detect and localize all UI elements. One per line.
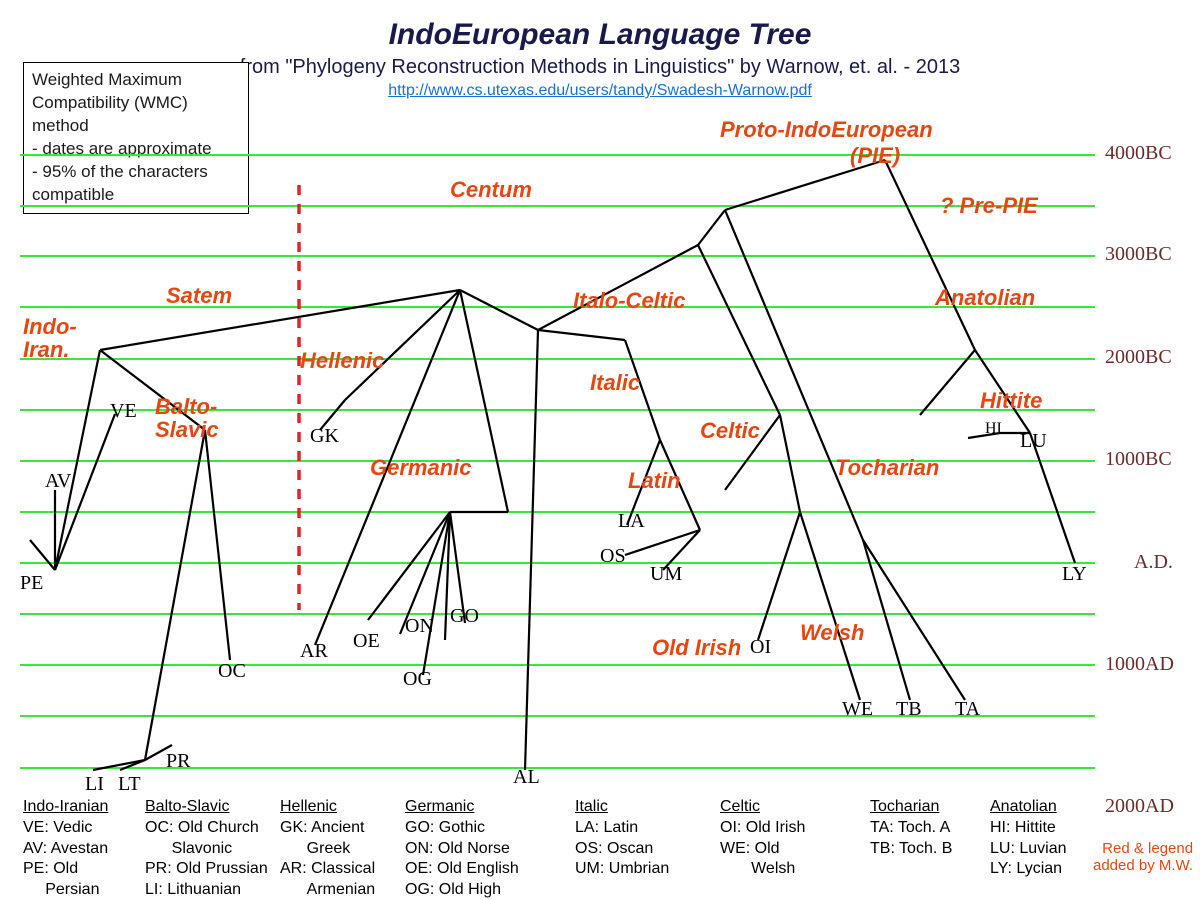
legend-row: AR: Classical <box>280 859 375 880</box>
legend-row: TA: Toch. A <box>870 818 952 839</box>
group-label: Tocharian <box>835 455 939 481</box>
leaf-label: LI <box>85 773 104 796</box>
legend-column: HellenicGK: Ancient GreekAR: Classical A… <box>280 797 375 900</box>
leaf-label: OS <box>600 545 626 568</box>
group-label: Indo- Iran. <box>23 315 77 361</box>
legend-header: Hellenic <box>280 797 375 818</box>
legend-row: LA: Latin <box>575 818 669 839</box>
legend-row: LY: Lycian <box>990 859 1067 880</box>
legend-header: Italic <box>575 797 669 818</box>
legend-row: Armenian <box>280 880 375 900</box>
legend-column: AnatolianHI: HittiteLU: LuvianLY: Lycian <box>990 797 1067 880</box>
legend-row: LU: Luvian <box>990 839 1067 860</box>
leaf-label: AV <box>45 470 71 493</box>
legend-row: GK: Ancient <box>280 818 375 839</box>
legend-row: OC: Old Church <box>145 818 268 839</box>
leaf-label: AR <box>300 640 328 663</box>
group-label: Welsh <box>800 620 864 646</box>
leaf-label: LA <box>618 510 645 533</box>
leaf-label: TA <box>955 698 980 721</box>
time-axis-label: 1000BC <box>1105 448 1172 471</box>
legend-row: OS: Oscan <box>575 839 669 860</box>
legend-row: ON: Old Norse <box>405 839 544 860</box>
group-label: Satem <box>166 283 232 309</box>
group-label: Germanic <box>370 455 472 481</box>
legend-row: GO: Gothic <box>405 818 544 839</box>
leaf-label: LU <box>1020 430 1047 453</box>
leaf-label: HI <box>985 420 1002 438</box>
leaf-label: TB <box>896 698 922 721</box>
leaf-label: OI <box>750 636 771 659</box>
leaf-label: UM <box>650 563 682 586</box>
leaf-label: AL <box>513 766 540 789</box>
time-axis-label: 1000AD <box>1105 653 1174 676</box>
legend-column: ItalicLA: LatinOS: OscanUM: Umbrian <box>575 797 669 880</box>
legend-row: WE: Old <box>720 839 805 860</box>
group-label: Hellenic <box>300 348 384 374</box>
legend-row: OG: Old High <box>405 880 544 900</box>
group-label: Centum <box>450 177 532 203</box>
legend-row: HI: Hittite <box>990 818 1067 839</box>
group-label: Italo-Celtic <box>573 288 685 314</box>
legend-header: Celtic <box>720 797 805 818</box>
legend-row: TB: Toch. B <box>870 839 952 860</box>
leaf-label: ON <box>405 615 434 638</box>
group-label: Proto-IndoEuropean <box>720 117 933 143</box>
leaf-label: LY <box>1062 563 1087 586</box>
legend-header: Balto-Slavic <box>145 797 268 818</box>
group-label: (PIE) <box>850 143 900 169</box>
group-label: Hittite <box>980 388 1042 414</box>
legend-row: Greek <box>280 839 375 860</box>
group-label: ? Pre-PIE <box>940 193 1038 219</box>
legend-row: Welsh <box>720 859 805 880</box>
legend-column: Indo-IranianVE: VedicAV: AvestanPE: Old … <box>23 797 108 900</box>
credit-note: Red & legend added by M.W. <box>1093 840 1193 874</box>
legend-row: Slavonic <box>145 839 268 860</box>
time-axis-label: 2000AD <box>1105 795 1174 818</box>
group-label: Italic <box>590 370 640 396</box>
leaf-label: GK <box>310 425 339 448</box>
legend-header: Indo-Iranian <box>23 797 108 818</box>
leaf-label: VE <box>110 400 137 423</box>
time-axis-label: 3000BC <box>1105 243 1172 266</box>
leaf-label: OC <box>218 660 246 683</box>
legend-header: Anatolian <box>990 797 1067 818</box>
legend-column: TocharianTA: Toch. ATB: Toch. B <box>870 797 952 859</box>
legend-column: GermanicGO: GothicON: Old NorseOE: Old E… <box>405 797 544 900</box>
leaf-label: OG <box>403 668 432 691</box>
time-axis-label: 4000BC <box>1105 142 1172 165</box>
leaf-label: WE <box>842 698 873 721</box>
legend-header: Tocharian <box>870 797 952 818</box>
group-label: Balto- Slavic <box>155 395 219 441</box>
group-label: Celtic <box>700 418 760 444</box>
leaf-label: LT <box>118 773 141 796</box>
legend-row: VE: Vedic <box>23 818 108 839</box>
time-axis-label: A.D. <box>1134 551 1173 574</box>
legend-row: PE: Old <box>23 859 108 880</box>
leaf-label: GO <box>450 605 479 628</box>
legend-row: PR: Old Prussian <box>145 859 268 880</box>
legend-row: OI: Old Irish <box>720 818 805 839</box>
legend-row: Persian <box>23 880 108 900</box>
group-label: Old Irish <box>652 635 741 661</box>
legend-row: OE: Old English <box>405 859 544 880</box>
group-label: Latin <box>628 468 681 494</box>
legend-header: Germanic <box>405 797 544 818</box>
legend-column: CelticOI: Old IrishWE: Old Welsh <box>720 797 805 880</box>
time-axis-label: 2000BC <box>1105 346 1172 369</box>
leaf-label: PE <box>20 572 43 595</box>
legend-column: Balto-SlavicOC: Old Church SlavonicPR: O… <box>145 797 268 900</box>
leaf-label: PR <box>166 750 190 773</box>
leaf-label: OE <box>353 630 380 653</box>
group-label: Anatolian <box>935 285 1035 311</box>
legend-row: AV: Avestan <box>23 839 108 860</box>
legend-row: UM: Umbrian <box>575 859 669 880</box>
legend-row: LI: Lithuanian <box>145 880 268 900</box>
